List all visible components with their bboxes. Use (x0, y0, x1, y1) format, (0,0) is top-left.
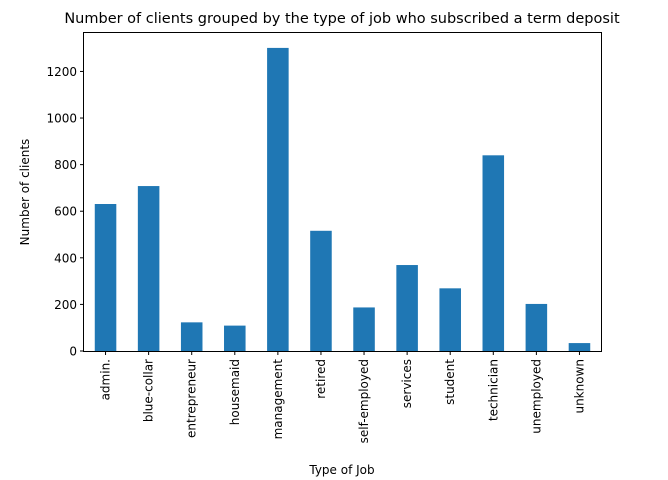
bar-management (267, 47, 289, 351)
x-tick-label: unemployed (529, 359, 543, 434)
x-tick-label: blue-collar (142, 359, 156, 422)
y-axis: 0 200 400 600 800 1000 1200 (46, 65, 84, 359)
bar-entrepreneur (180, 322, 203, 351)
x-tick-label: services (400, 359, 414, 408)
y-tick-label: 200 (54, 298, 77, 312)
x-tick-label: student (443, 359, 457, 405)
bars-group (94, 47, 591, 351)
bar-unknown (568, 343, 591, 351)
bar-self-employed (353, 307, 375, 351)
x-tick-label: entrepreneur (185, 359, 199, 438)
plot-frame (83, 32, 602, 352)
x-tick-label: management (271, 359, 285, 440)
x-tick-label: housemaid (228, 359, 242, 425)
bar-unemployed (525, 303, 548, 351)
x-tick-label: unknown (572, 359, 586, 414)
x-tick-label: technician (486, 359, 500, 421)
bar-housemaid (224, 325, 246, 351)
bar-student (439, 288, 461, 351)
y-tick-label: 400 (54, 251, 77, 265)
x-axis-label: Type of Job (308, 463, 374, 477)
y-tick-label: 1000 (46, 112, 77, 126)
x-axis: admin. blue-collar entrepreneur housemaid ma… (99, 351, 586, 443)
bar-admin (94, 204, 117, 351)
x-tick-label: self-employed (357, 359, 371, 443)
x-tick-label: retired (314, 359, 328, 399)
y-tick-label: 800 (54, 158, 77, 172)
chart-title: Number of clients grouped by the type of… (64, 11, 620, 27)
bar-services (396, 265, 418, 351)
y-axis-label: Number of clients (18, 139, 32, 246)
y-tick-label: 600 (54, 205, 77, 219)
bar-technician (482, 155, 505, 351)
y-tick-label: 0 (69, 345, 77, 359)
y-tick-label: 1200 (46, 65, 77, 79)
x-tick-label: admin. (99, 359, 113, 400)
bar-blue-collar (137, 186, 160, 351)
bar-retired (310, 230, 332, 351)
